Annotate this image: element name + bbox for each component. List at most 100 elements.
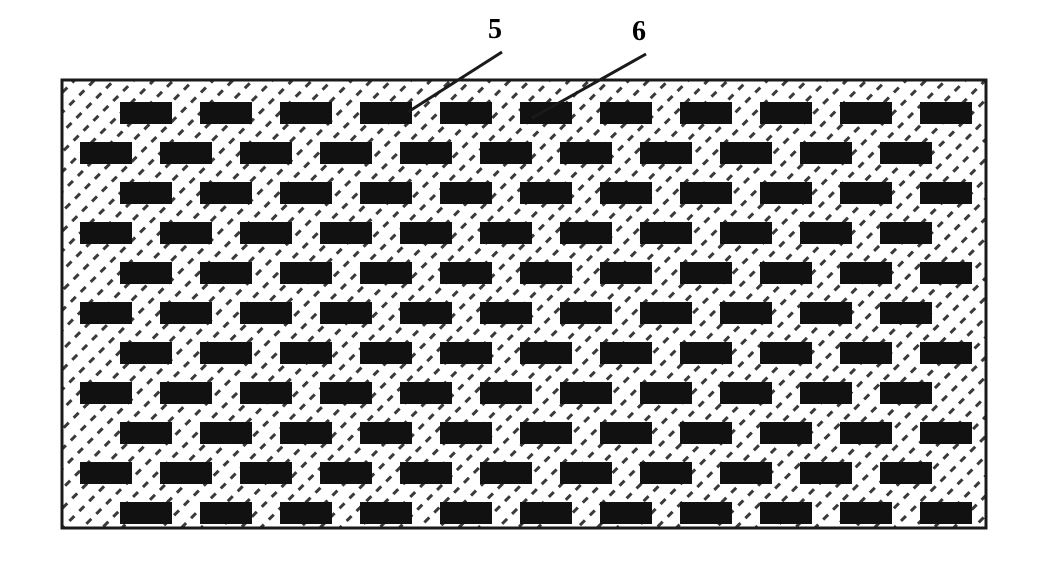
brick bbox=[600, 342, 652, 364]
brick bbox=[360, 102, 412, 124]
brick bbox=[120, 102, 172, 124]
brick bbox=[600, 102, 652, 124]
brick bbox=[400, 142, 452, 164]
brick bbox=[880, 222, 932, 244]
brick bbox=[360, 502, 412, 524]
brick bbox=[280, 502, 332, 524]
brick bbox=[280, 342, 332, 364]
brick bbox=[480, 382, 532, 404]
brick bbox=[800, 302, 852, 324]
callout-label-6: 6 bbox=[632, 16, 646, 48]
brick bbox=[320, 382, 372, 404]
brick bbox=[80, 222, 132, 244]
brick bbox=[560, 222, 612, 244]
brick bbox=[200, 422, 252, 444]
brick bbox=[160, 382, 212, 404]
brick bbox=[160, 142, 212, 164]
brick bbox=[720, 382, 772, 404]
brick bbox=[840, 102, 892, 124]
brick bbox=[680, 262, 732, 284]
brick bbox=[600, 502, 652, 524]
brick bbox=[80, 302, 132, 324]
brick bbox=[320, 142, 372, 164]
brick bbox=[880, 462, 932, 484]
brick bbox=[840, 422, 892, 444]
brick bbox=[280, 422, 332, 444]
brick bbox=[920, 182, 972, 204]
brick bbox=[120, 342, 172, 364]
brick bbox=[480, 142, 532, 164]
brick bbox=[520, 422, 572, 444]
brick bbox=[840, 342, 892, 364]
brick bbox=[880, 382, 932, 404]
brick bbox=[800, 462, 852, 484]
brick bbox=[440, 182, 492, 204]
brick bbox=[360, 262, 412, 284]
brick bbox=[440, 342, 492, 364]
brick bbox=[560, 382, 612, 404]
brick bbox=[920, 502, 972, 524]
brick bbox=[240, 382, 292, 404]
brick bbox=[360, 422, 412, 444]
brick bbox=[320, 462, 372, 484]
brick bbox=[440, 262, 492, 284]
diagram-canvas bbox=[0, 0, 1048, 580]
brick bbox=[640, 462, 692, 484]
brick bbox=[400, 382, 452, 404]
brick bbox=[520, 262, 572, 284]
brick bbox=[640, 142, 692, 164]
brick bbox=[400, 462, 452, 484]
brick bbox=[520, 102, 572, 124]
brick bbox=[600, 262, 652, 284]
brick bbox=[440, 422, 492, 444]
brick bbox=[120, 182, 172, 204]
brick bbox=[200, 262, 252, 284]
brick bbox=[720, 302, 772, 324]
brick bbox=[800, 142, 852, 164]
callout-label-5: 5 bbox=[488, 14, 502, 46]
brick bbox=[520, 502, 572, 524]
brick bbox=[720, 462, 772, 484]
brick bbox=[680, 102, 732, 124]
brick bbox=[120, 262, 172, 284]
brick bbox=[480, 222, 532, 244]
brick bbox=[160, 462, 212, 484]
brick bbox=[920, 102, 972, 124]
brick bbox=[600, 422, 652, 444]
brick bbox=[880, 142, 932, 164]
brick bbox=[80, 142, 132, 164]
brick bbox=[120, 422, 172, 444]
brick bbox=[560, 302, 612, 324]
brick bbox=[160, 222, 212, 244]
brick bbox=[400, 222, 452, 244]
brick bbox=[520, 342, 572, 364]
brick bbox=[640, 382, 692, 404]
brick bbox=[360, 342, 412, 364]
brick bbox=[80, 462, 132, 484]
brick bbox=[720, 222, 772, 244]
brick bbox=[640, 222, 692, 244]
brick bbox=[560, 462, 612, 484]
brick bbox=[200, 102, 252, 124]
brick bbox=[320, 222, 372, 244]
brick bbox=[560, 142, 612, 164]
brick bbox=[760, 102, 812, 124]
brick bbox=[200, 182, 252, 204]
brick bbox=[800, 382, 852, 404]
brick bbox=[200, 342, 252, 364]
brick bbox=[440, 102, 492, 124]
brick bbox=[840, 262, 892, 284]
brick bbox=[680, 502, 732, 524]
brick bbox=[240, 142, 292, 164]
brick bbox=[440, 502, 492, 524]
brick bbox=[760, 502, 812, 524]
brick bbox=[880, 302, 932, 324]
brick bbox=[760, 342, 812, 364]
brick bbox=[920, 422, 972, 444]
brick bbox=[320, 302, 372, 324]
brick bbox=[160, 302, 212, 324]
brick bbox=[480, 302, 532, 324]
brick bbox=[200, 502, 252, 524]
brick bbox=[280, 182, 332, 204]
brick bbox=[280, 262, 332, 284]
